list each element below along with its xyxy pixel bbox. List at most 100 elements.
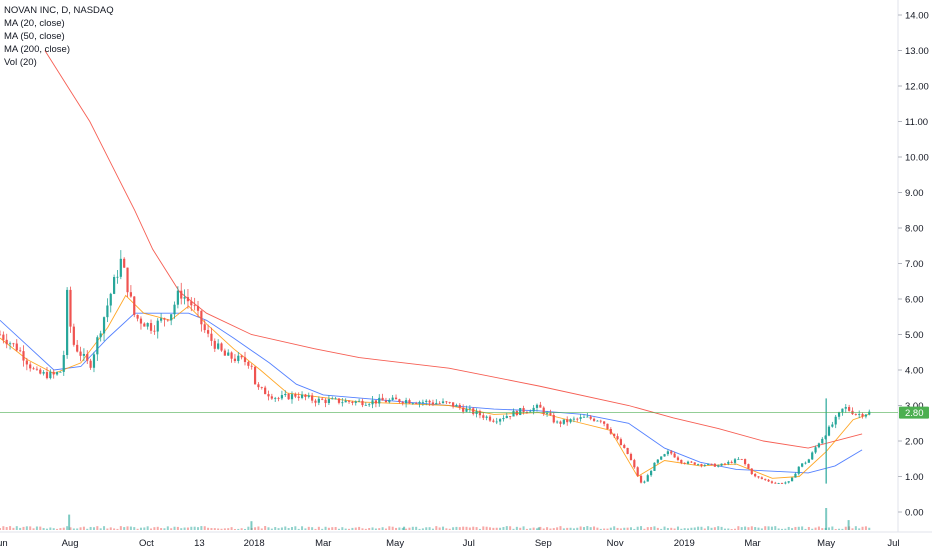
- volume-bar: [495, 527, 498, 530]
- candle-body: [807, 459, 810, 463]
- candle-body: [804, 462, 807, 464]
- volume-bar: [663, 526, 666, 530]
- volume-bar: [760, 528, 763, 530]
- candle-body: [143, 323, 146, 327]
- volume-bar: [42, 528, 45, 530]
- candle-body: [666, 451, 669, 455]
- candle-body: [32, 368, 35, 370]
- candle-body: [146, 323, 149, 327]
- x-tick-label: Nov: [607, 538, 624, 549]
- volume-bar: [660, 528, 663, 530]
- candle-body: [368, 404, 371, 406]
- volume-bar: [317, 526, 320, 530]
- volume-bar: [764, 526, 767, 530]
- candle-body: [277, 397, 280, 399]
- candle-body: [723, 463, 727, 465]
- candle-body: [15, 343, 18, 351]
- candle-body: [425, 400, 428, 402]
- candle-body: [371, 400, 374, 405]
- volume-bar: [455, 526, 458, 530]
- volume-bar: [576, 527, 579, 530]
- volume-bar: [230, 527, 233, 530]
- volume-bar: [327, 527, 330, 530]
- volume-bar: [15, 526, 18, 530]
- volume-bar: [56, 528, 59, 530]
- volume-bar: [710, 527, 713, 530]
- candle-body: [801, 463, 804, 467]
- volume-bar: [69, 527, 72, 530]
- volume-bar: [707, 526, 710, 530]
- candle-body: [589, 416, 592, 419]
- volume-bar: [49, 527, 52, 530]
- candle-body: [210, 333, 213, 341]
- volume-bar: [687, 528, 690, 530]
- candle-body: [747, 464, 750, 469]
- volume-bar: [619, 528, 622, 530]
- volume-bar: [458, 527, 461, 530]
- candle-body: [519, 408, 522, 416]
- volume-spike: [847, 520, 850, 530]
- volume-bar: [395, 527, 398, 530]
- candle-body: [673, 453, 676, 458]
- volume-bar: [519, 527, 522, 530]
- volume-bar: [294, 526, 297, 530]
- candle-body: [166, 319, 169, 321]
- candle-body: [545, 413, 549, 414]
- candle-body: [757, 476, 760, 478]
- volume-bar: [697, 526, 700, 530]
- candle-body: [794, 473, 797, 478]
- y-tick-label: 7.00: [905, 259, 924, 270]
- volume-bar: [59, 528, 62, 530]
- volume-bar: [774, 526, 777, 530]
- candle-body: [384, 400, 388, 403]
- volume-bar: [676, 526, 679, 530]
- volume-bar: [348, 528, 351, 530]
- candle-body: [260, 387, 263, 388]
- volume-bar: [646, 527, 649, 530]
- volume-bar: [462, 526, 465, 530]
- candle-body: [864, 414, 868, 417]
- candle-body: [787, 481, 790, 483]
- volume-bar: [690, 527, 693, 530]
- volume-bar: [233, 528, 236, 530]
- volume-bar: [814, 527, 817, 530]
- volume-bar: [270, 528, 273, 530]
- candle-body: [86, 353, 89, 361]
- candle-body: [264, 387, 267, 395]
- volume-bar: [425, 527, 428, 530]
- candle-body: [284, 393, 287, 396]
- volume-bar: [331, 527, 334, 530]
- x-tick-label: Aug: [62, 538, 79, 549]
- candle-body: [66, 289, 69, 356]
- volume-bar: [264, 526, 267, 530]
- candle-body: [170, 314, 173, 321]
- candle-body: [616, 436, 619, 440]
- candle-body: [515, 411, 518, 416]
- volume-spike: [403, 526, 406, 530]
- candle-body: [411, 403, 414, 405]
- volume-bar: [653, 526, 656, 530]
- candle-body: [8, 343, 12, 345]
- y-tick-label: 0.00: [905, 508, 924, 519]
- volume-bar: [626, 527, 629, 530]
- candle-body: [764, 478, 767, 480]
- volume-bar: [562, 528, 565, 530]
- volume-bar: [153, 527, 156, 530]
- volume-bar: [535, 528, 538, 530]
- candle-body: [311, 395, 314, 401]
- volume-bar: [740, 527, 743, 530]
- volume-bar: [603, 528, 606, 530]
- volume-bar: [552, 528, 555, 530]
- volume-bar: [143, 527, 146, 530]
- y-tick-label: 3.00: [905, 401, 924, 412]
- volume-bar: [287, 528, 290, 530]
- candle-body: [257, 384, 260, 388]
- volume-bar: [556, 527, 559, 530]
- volume-bar: [341, 527, 344, 530]
- candle-body: [206, 330, 210, 334]
- candle-body: [784, 482, 787, 484]
- candle-body: [62, 355, 65, 372]
- candle-body: [405, 400, 408, 404]
